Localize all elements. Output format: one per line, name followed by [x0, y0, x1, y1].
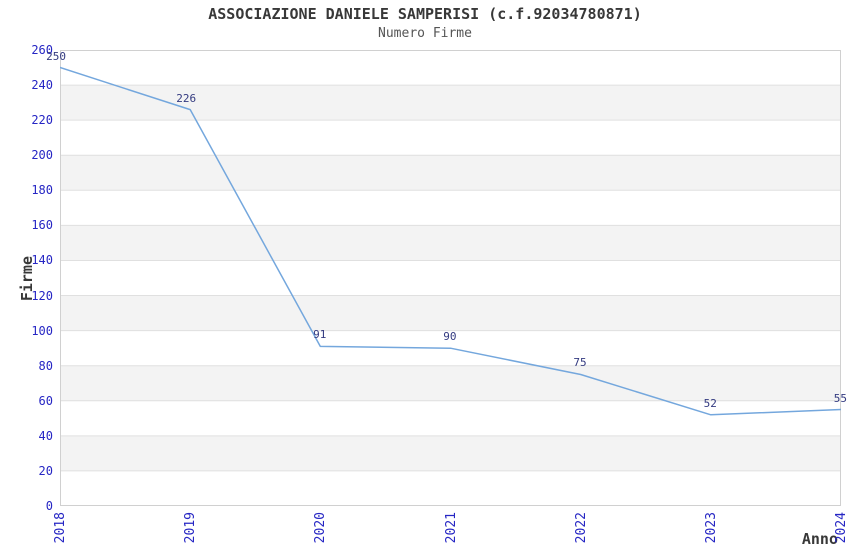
x-tick-label: 2021 — [443, 512, 459, 544]
point-label: 91 — [313, 328, 327, 342]
y-tick-label: 20 — [38, 463, 53, 478]
x-tick-label: 2022 — [573, 512, 589, 544]
point-label: 250 — [46, 49, 66, 63]
x-axis-label: Anno — [801, 530, 838, 548]
point-label: 75 — [573, 356, 587, 370]
chart-title: ASSOCIAZIONE DANIELE SAMPERISI (c.f.9203… — [208, 5, 642, 23]
y-tick-label: 100 — [31, 323, 53, 338]
y-tick-label: 0 — [45, 499, 53, 513]
x-tick-label: 2023 — [703, 512, 719, 544]
point-label: 52 — [703, 396, 717, 410]
plot-area — [60, 50, 841, 506]
x-tick-label: 2024 — [834, 512, 849, 544]
y-tick-label: 140 — [31, 253, 53, 268]
plot-band — [61, 155, 840, 191]
plot-band — [61, 435, 840, 471]
plot-band — [61, 365, 840, 401]
plot-band — [61, 85, 840, 121]
y-tick-label: 200 — [31, 148, 53, 163]
y-tick-label: 120 — [31, 288, 53, 303]
y-tick-label: 260 — [31, 43, 53, 57]
y-tick-label: 180 — [31, 183, 53, 198]
chart-subtitle: Numero Firme — [378, 26, 472, 41]
point-label: 90 — [443, 330, 457, 344]
y-tick-label: 60 — [38, 393, 53, 408]
y-tick-label: 80 — [38, 358, 53, 373]
plot-band — [61, 225, 840, 261]
point-label: 226 — [176, 91, 197, 105]
y-tick-label: 220 — [31, 113, 53, 128]
x-tick-label: 2018 — [53, 512, 68, 544]
y-tick-label: 240 — [31, 78, 53, 93]
x-tick-label: 2020 — [313, 512, 329, 544]
plot-band — [61, 295, 840, 331]
y-tick-label: 160 — [31, 218, 53, 233]
point-label: 55 — [833, 391, 847, 405]
y-tick-label: 40 — [38, 428, 53, 443]
x-tick-label: 2019 — [183, 512, 199, 544]
plot-border — [60, 50, 841, 506]
series-line — [60, 66, 841, 416]
